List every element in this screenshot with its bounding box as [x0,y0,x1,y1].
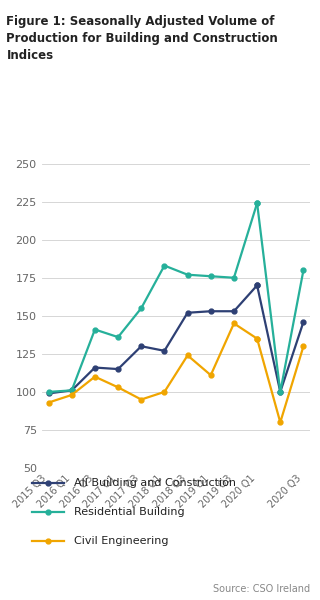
Text: Source: CSO Ireland: Source: CSO Ireland [213,584,310,594]
All Building and Construction [139,343,143,350]
All Building and Construction [47,390,51,397]
Civil Engineering [255,335,259,342]
All Building and Construction [163,347,166,355]
Residential Building [116,334,120,341]
Civil Engineering [70,391,74,398]
Residential Building [255,200,259,207]
All Building and Construction [116,365,120,373]
Residential Building [47,388,51,395]
All Building and Construction [186,309,189,316]
Residential Building [232,274,236,281]
Text: Civil Engineering: Civil Engineering [74,536,168,545]
Civil Engineering [93,373,97,380]
Civil Engineering [186,352,189,359]
Civil Engineering [47,399,51,406]
Line: Residential Building: Residential Building [46,201,260,394]
All Building and Construction [255,282,259,289]
Residential Building [70,387,74,394]
All Building and Construction [232,308,236,315]
Text: All Building and Construction: All Building and Construction [74,478,236,488]
Residential Building [139,305,143,312]
Civil Engineering [209,371,213,379]
Residential Building [209,272,213,280]
Civil Engineering [139,396,143,403]
Civil Engineering [116,384,120,391]
Residential Building [93,326,97,333]
Text: Residential Building: Residential Building [74,507,184,517]
Line: Civil Engineering: Civil Engineering [46,321,260,405]
All Building and Construction [93,364,97,371]
Civil Engineering [232,320,236,327]
Residential Building [163,262,166,269]
Line: All Building and Construction: All Building and Construction [46,283,260,396]
All Building and Construction [209,308,213,315]
Text: Figure 1: Seasonally Adjusted Volume of
Production for Building and Construction: Figure 1: Seasonally Adjusted Volume of … [6,15,278,62]
Civil Engineering [163,388,166,395]
Residential Building [186,271,189,278]
All Building and Construction [70,387,74,394]
